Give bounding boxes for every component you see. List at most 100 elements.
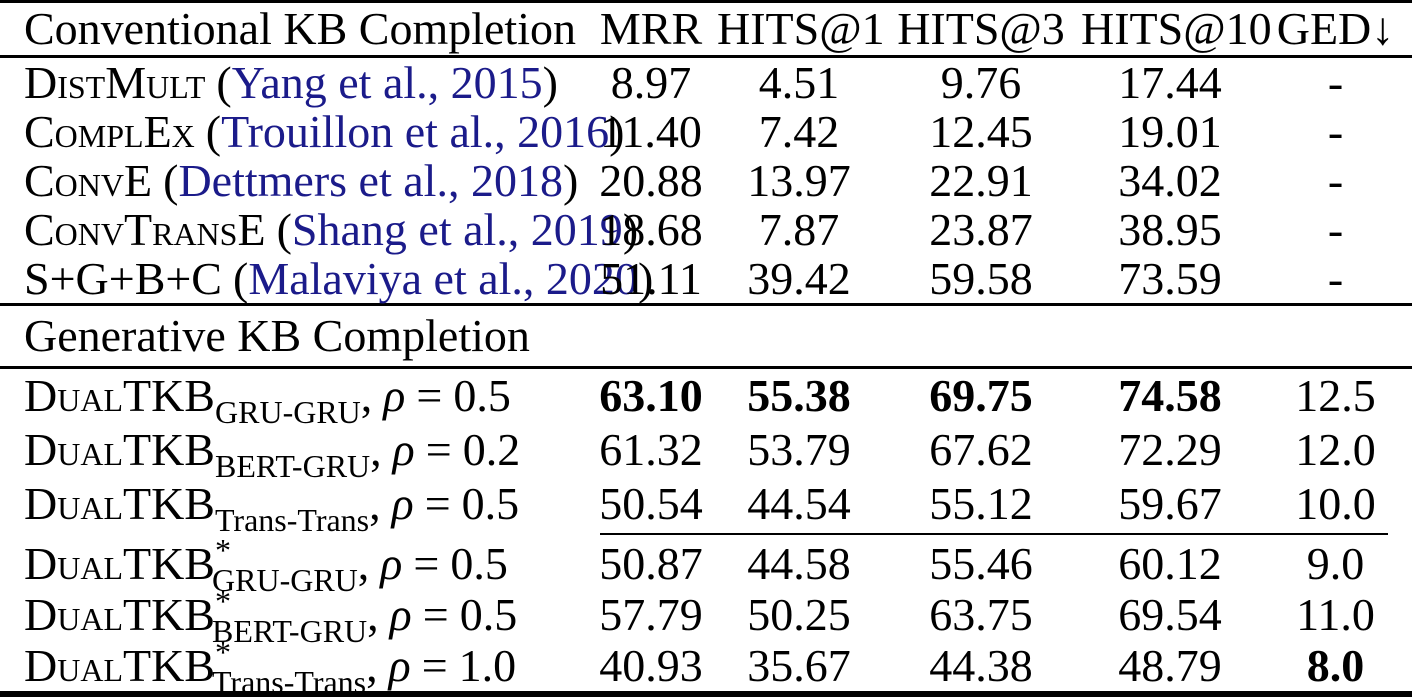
cell-mrr: 51.11: [600, 252, 702, 304]
model-name: DualTKB: [24, 537, 215, 589]
rho-value: 0.5: [450, 537, 508, 589]
rho-symbol: ρ: [388, 639, 411, 691]
rho-value: 0.5: [459, 588, 518, 640]
paren: ): [637, 252, 654, 304]
header-hits1: HITS@1: [717, 3, 885, 54]
model-name: ConvE: [24, 154, 153, 206]
cell-ged: 11.0: [1296, 588, 1375, 640]
table-row-complex: ComplEx (Trouillon et al., 2016) 11.40 7.…: [0, 107, 1412, 156]
rho-symbol: ρ: [392, 424, 415, 475]
model-label: ConvE (Dettmers et al., 2018): [0, 154, 585, 206]
cell-mrr: 20.88: [599, 154, 703, 206]
cell-mrr: 8.97: [610, 56, 692, 108]
cell-ged: 10.0: [1295, 478, 1376, 529]
equals-sign: =: [421, 639, 448, 691]
star-superscript: *: [215, 531, 231, 568]
table-row-dualtkb-gru-gru: DualTKBGRU-GRU, ρ = 0.5 63.10 55.38 69.75 7…: [0, 369, 1412, 429]
cell-hits3: 59.58: [929, 252, 1033, 304]
header-rule: [0, 55, 1412, 58]
header-conventional-section: Conventional KB Completion: [24, 3, 576, 54]
comma: ,: [357, 537, 370, 589]
cell-hits1: 13.97: [747, 154, 851, 206]
cell-hits3: 63.75: [929, 588, 1033, 640]
table-row-conve: ConvE (Dettmers et al., 2018) 20.88 13.97…: [0, 156, 1412, 205]
table-header-row: Conventional KB Completion MRR HITS@1 HI…: [0, 3, 1412, 55]
comma: ,: [366, 639, 378, 691]
variant-subscript: BERT-GRU: [215, 448, 371, 484]
cell-mrr: 63.10: [599, 370, 703, 421]
cell-hits3: 9.76: [940, 56, 1022, 108]
model-name: DualTKB: [24, 478, 215, 529]
partial-rule-row: [0, 531, 1412, 538]
section-rule-top: [0, 303, 1412, 306]
cell-mrr: 11.40: [600, 105, 702, 157]
variant-subscript: GRU-GRU: [215, 394, 361, 430]
paren: ): [542, 56, 558, 108]
top-rule: [0, 0, 1412, 3]
variant-subscript: BERT-GRU: [212, 612, 368, 649]
citation-link[interactable]: Yang et al., 2015: [231, 56, 543, 108]
cell-hits10: 59.67: [1118, 478, 1222, 529]
cell-hits3: 23.87: [929, 203, 1033, 255]
cell-hits3: 69.75: [929, 370, 1033, 421]
cell-hits10: 73.59: [1118, 252, 1222, 304]
comma: ,: [369, 478, 381, 529]
cell-mrr: 18.68: [599, 203, 703, 255]
header-ged: GED↓: [1276, 3, 1395, 54]
rho-symbol: ρ: [380, 537, 403, 589]
table-row-dualtkb-trans-trans: DualTKBTrans-Trans, ρ = 0.5 50.54 44.54 55.…: [0, 477, 1412, 537]
star-superscript: *: [215, 582, 231, 619]
cell-hits10: 60.12: [1118, 537, 1222, 589]
cell-ged: 12.0: [1295, 424, 1376, 475]
cell-mrr: 50.87: [599, 537, 703, 589]
model-label: S+G+B+C (Malaviya et al., 2020): [0, 252, 653, 304]
cell-hits1: 44.54: [747, 478, 851, 529]
model-label: DualTKB*GRU-GRU, ρ = 0.5: [0, 534, 585, 596]
model-label: DistMult (Yang et al., 2015): [0, 56, 585, 108]
model-label: DualTKBTrans-Trans, ρ = 0.5: [0, 478, 585, 537]
model-label: DualTKB*Trans-Trans, ρ = 1.0: [0, 636, 585, 697]
citation-link[interactable]: Malaviya et al., 2020: [248, 252, 638, 304]
table-row-dualtkb-bert-gru: DualTKBBERT-GRU, ρ = 0.2 61.32 53.79 67.62 …: [0, 423, 1412, 483]
paren: (: [205, 105, 222, 157]
cell-mrr: 57.79: [599, 588, 703, 640]
cell-ged: -: [1327, 203, 1344, 255]
cell-hits3: 55.12: [929, 478, 1033, 529]
paren: (: [233, 252, 249, 304]
model-name: S+G+B+C: [24, 252, 222, 304]
cell-hits3: 67.62: [929, 424, 1033, 475]
paren: ): [562, 154, 579, 206]
cell-hits10: 34.02: [1118, 154, 1222, 206]
model-label: ConvTransE (Shang et al., 2019): [0, 206, 638, 253]
cell-hits1: 53.79: [747, 424, 851, 475]
cell-ged: -: [1327, 105, 1344, 157]
model-label: DualTKBBERT-GRU, ρ = 0.2: [0, 424, 585, 483]
header-mrr: MRR: [599, 3, 703, 54]
cell-ged: -: [1327, 56, 1344, 108]
cell-hits1: 35.67: [747, 639, 851, 691]
paren: ): [622, 203, 639, 255]
citation-link[interactable]: Shang et al., 2019: [291, 203, 623, 255]
bottom-rule: [0, 691, 1412, 697]
cell-hits1: 39.42: [747, 252, 851, 304]
rho-value: 0.5: [453, 370, 511, 421]
model-name: DualTKB: [24, 370, 215, 421]
rho-symbol: ρ: [391, 478, 414, 529]
cell-ged: 9.0: [1306, 537, 1365, 589]
comma: ,: [360, 370, 373, 421]
cell-ged: -: [1327, 154, 1344, 206]
cell-mrr: 40.93: [599, 639, 703, 691]
cell-hits3: 55.46: [929, 537, 1033, 589]
rho-symbol: ρ: [383, 370, 406, 421]
citation-link[interactable]: Trouillon et al., 2016: [221, 105, 610, 157]
model-name: DualTKB: [24, 588, 215, 640]
section-rule-bottom: [0, 366, 1412, 369]
paren: ): [609, 105, 625, 157]
cell-hits10: 72.29: [1118, 424, 1222, 475]
model-label: DualTKB*BERT-GRU, ρ = 0.5: [0, 585, 585, 647]
citation-link[interactable]: Dettmers et al., 2018: [178, 154, 563, 206]
cell-mrr: 50.54: [599, 478, 703, 529]
paren: (: [216, 56, 232, 108]
cell-mrr: 61.32: [599, 424, 703, 475]
